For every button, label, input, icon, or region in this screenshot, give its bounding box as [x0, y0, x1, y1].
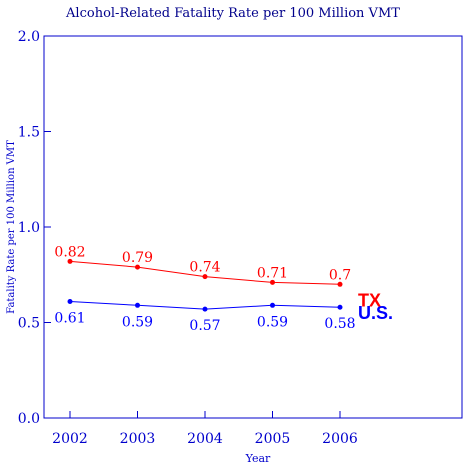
- data-point: [337, 281, 343, 287]
- data-label: 0.7: [329, 267, 351, 283]
- series-name-label: U.S.: [358, 303, 393, 323]
- data-label: 0.61: [54, 310, 85, 326]
- data-point: [270, 279, 275, 285]
- series-name-label: TX: [358, 290, 381, 310]
- series-layer: 0.82 0.79 0.74 0.71 0.7 TX 0.61 0.59 0.57 0.59 0.5…: [54, 244, 393, 334]
- y-axis-label: Fatality Rate per 100 Million VMT: [6, 140, 17, 314]
- data-label: 0.71: [257, 265, 288, 281]
- data-point: [337, 304, 343, 310]
- data-point: [67, 298, 73, 304]
- y-tick-label: 2.0: [18, 29, 40, 45]
- x-tick-label: 2003: [120, 431, 156, 447]
- data-point: [202, 274, 208, 280]
- data-label: 0.59: [122, 314, 153, 330]
- data-point: [67, 258, 73, 264]
- data-point: [135, 264, 140, 270]
- x-tick-label: 2005: [255, 431, 291, 447]
- data-label: 0.57: [189, 318, 220, 334]
- y-axis: 0.0 0.5 1.0 1.5 2.0: [18, 29, 51, 427]
- plot-frame: [43, 35, 463, 419]
- data-label: 0.79: [122, 250, 153, 266]
- data-label: 0.59: [257, 314, 288, 330]
- series-us: 0.61 0.59 0.57 0.59 0.58U.S.: [54, 298, 393, 334]
- y-tick-label: 1.0: [18, 220, 40, 236]
- y-tick-label: 0.0: [18, 411, 40, 427]
- data-label: 0.58: [324, 316, 355, 332]
- data-point: [202, 306, 208, 312]
- x-tick-label: 2006: [322, 431, 358, 447]
- y-tick-label: 1.5: [18, 125, 40, 141]
- series-tx: 0.82 0.79 0.74 0.71 0.7 TX: [54, 244, 381, 310]
- x-axis-label: Year: [245, 452, 271, 465]
- chart-title: Alcohol-Related Fatality Rate per 100 Mi…: [65, 6, 400, 21]
- x-axis: 2002 2003 2004 2005 2006: [52, 411, 358, 447]
- data-point: [135, 302, 140, 308]
- data-point: [270, 302, 275, 308]
- data-label: 0.74: [189, 260, 220, 276]
- y-tick-label: 0.5: [18, 316, 40, 332]
- data-label: 0.82: [54, 244, 85, 260]
- x-tick-label: 2004: [187, 431, 223, 447]
- x-tick-label: 2002: [52, 431, 88, 447]
